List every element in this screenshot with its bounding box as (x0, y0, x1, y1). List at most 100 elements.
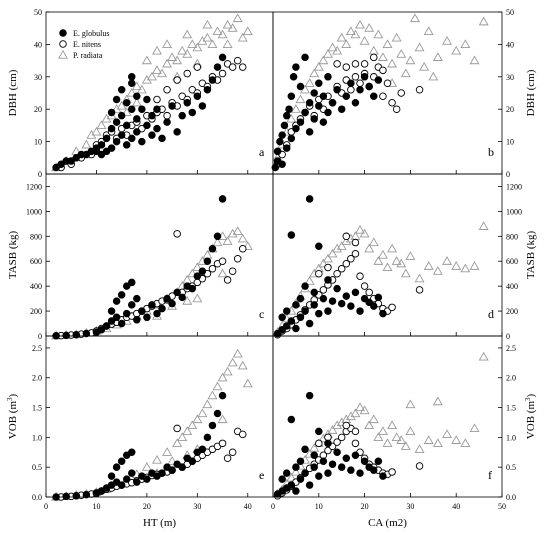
panel-label: e (259, 468, 264, 482)
y-axis-label-exponent: 3 (524, 397, 532, 401)
data-point (173, 76, 181, 84)
data-point (315, 79, 323, 88)
series-p-radiata (51, 13, 253, 172)
data-point (451, 435, 462, 444)
data-point (117, 86, 126, 94)
data-point (183, 98, 191, 107)
data-point (131, 81, 142, 91)
data-point (328, 297, 337, 305)
data-point (287, 481, 296, 489)
data-point (374, 76, 383, 84)
data-point (228, 63, 237, 71)
data-point (233, 56, 242, 65)
data-point (207, 39, 218, 48)
data-point (203, 86, 212, 94)
data-point (351, 439, 360, 448)
data-point (287, 134, 296, 143)
y-tick-label: 600 (506, 257, 518, 266)
y-tick-label: 2.5 (506, 344, 516, 353)
data-point (301, 53, 309, 62)
data-point (177, 45, 188, 55)
data-point (356, 469, 364, 477)
data-point (192, 414, 203, 424)
data-point (207, 390, 218, 400)
data-point (342, 292, 351, 300)
data-point (296, 118, 305, 126)
data-point (347, 86, 355, 94)
data-point (359, 228, 370, 238)
data-point (182, 29, 193, 39)
data-point (341, 236, 352, 245)
data-point (383, 79, 392, 88)
data-point (337, 463, 346, 471)
data-point (396, 49, 407, 58)
data-point (198, 445, 207, 454)
data-point (442, 429, 453, 438)
data-point (227, 357, 238, 367)
data-point (315, 439, 323, 448)
data-point (355, 402, 365, 412)
data-point (128, 448, 136, 457)
data-point (72, 492, 81, 500)
data-point (122, 282, 131, 290)
y-tick-label: 0 (38, 170, 42, 179)
data-point (305, 391, 314, 400)
data-point (400, 68, 411, 78)
data-point (203, 257, 212, 265)
data-point (133, 115, 141, 123)
data-point (218, 69, 227, 78)
data-point (182, 426, 193, 436)
data-point (128, 73, 136, 81)
data-point (287, 92, 296, 100)
data-point (280, 121, 289, 130)
data-point (146, 71, 157, 81)
panel-d: 0 200 400 600 800 1000 1200 d TASB (kg) (272, 173, 537, 341)
data-point (163, 111, 171, 120)
data-point (332, 420, 343, 430)
data-point (116, 100, 127, 110)
data-point (332, 45, 343, 55)
data-point (198, 267, 207, 275)
data-point (309, 68, 320, 78)
data-point (368, 237, 379, 247)
data-point (173, 128, 181, 136)
y-tick-label: 20 (34, 105, 42, 114)
data-point (365, 82, 373, 91)
data-point (379, 472, 387, 480)
data-point (178, 111, 186, 120)
y-tick-label: 20 (506, 105, 514, 114)
data-point (167, 52, 178, 61)
data-point (388, 303, 396, 312)
y-tick-label: 0 (506, 332, 510, 341)
data-point (162, 58, 173, 68)
data-point (315, 102, 323, 110)
data-point (282, 322, 291, 330)
data-point (97, 141, 106, 149)
data-point (310, 451, 318, 460)
data-point (143, 313, 151, 322)
data-point (278, 313, 286, 322)
data-point (432, 438, 443, 447)
data-point (122, 121, 131, 130)
data-point (360, 73, 369, 81)
data-point (428, 71, 439, 81)
data-point (368, 45, 379, 55)
data-point (360, 60, 369, 68)
legend-label: P. radiata (73, 51, 103, 60)
data-point (310, 301, 318, 309)
data-point (218, 53, 227, 62)
data-point (133, 294, 141, 303)
data-point (388, 468, 396, 476)
data-point (296, 82, 305, 91)
data-point (324, 108, 332, 117)
data-point (143, 475, 151, 483)
data-point (107, 124, 116, 133)
data-point (167, 456, 178, 465)
data-point (327, 425, 338, 434)
data-point (342, 454, 351, 462)
data-point (296, 313, 305, 322)
data-point (342, 232, 351, 241)
data-point (138, 105, 146, 113)
data-point (347, 466, 355, 474)
